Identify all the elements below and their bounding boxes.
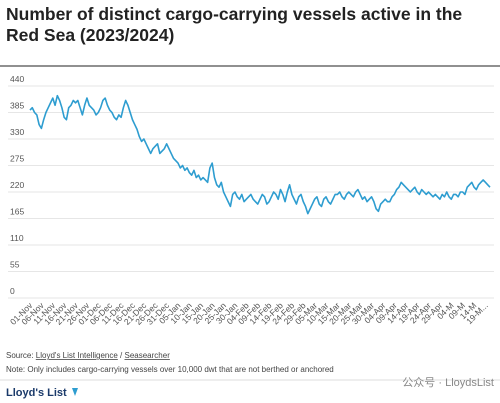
y-tick-label: 220 (10, 180, 24, 190)
source-separator: / (118, 351, 125, 360)
note: Note: Only includes cargo-carrying vesse… (6, 365, 334, 374)
y-tick-label: 330 (10, 127, 24, 137)
y-tick-label: 440 (10, 74, 24, 84)
y-tick-label: 165 (10, 207, 24, 217)
source: Source: Lloyd's List Intelligence / Seas… (6, 351, 170, 360)
y-tick-label: 55 (10, 260, 20, 270)
source-link[interactable]: Lloyd's List Intelligence (36, 351, 119, 360)
source-prefix: Source: (6, 351, 36, 360)
brand-icon (72, 388, 78, 396)
y-tick-label: 110 (10, 233, 24, 243)
brand: Lloyd's List (6, 387, 67, 399)
y-tick-label: 275 (10, 154, 24, 164)
chart-title: Number of distinct cargo-carrying vessel… (6, 4, 462, 24)
source-link[interactable]: Seasearcher (125, 351, 171, 360)
chart-title: Red Sea (2023/2024) (6, 25, 174, 45)
line (29, 94, 491, 215)
watermark: 公众号 · LloydsList (402, 376, 494, 389)
y-tick-label: 0 (10, 286, 15, 296)
y-tick-label: 385 (10, 101, 24, 111)
